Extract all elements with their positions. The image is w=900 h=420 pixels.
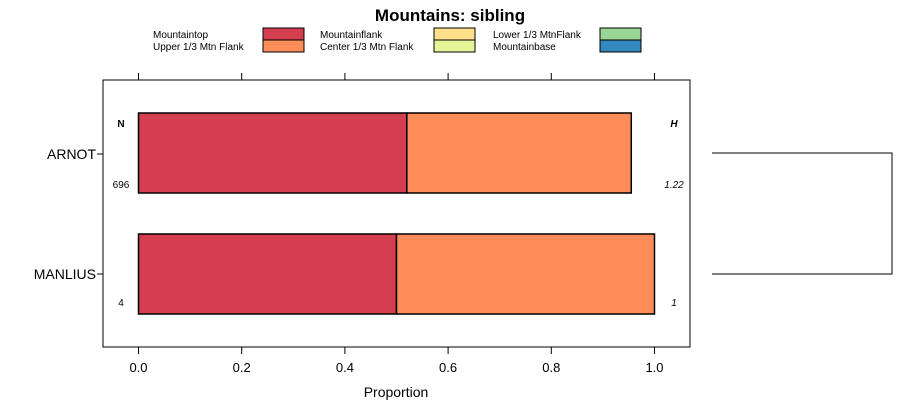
x-tick-label: 0.0 — [129, 360, 147, 375]
x-tick-label: 0.4 — [336, 360, 354, 375]
n-value: 4 — [118, 298, 124, 309]
category-label: ARNOT — [47, 146, 96, 162]
legend-label: Lower 1/3 MtnFlank — [493, 30, 582, 41]
bar-segment — [137, 233, 398, 315]
h-value: 1.22 — [664, 180, 684, 191]
legend-label: Center 1/3 Mtn Flank — [320, 42, 414, 53]
dendrogram — [712, 152, 893, 275]
x-tick-label: 1.0 — [645, 360, 663, 375]
legend-label: Upper 1/3 Mtn Flank — [153, 42, 245, 53]
bar-segment — [395, 233, 656, 315]
chart-title: Mountains: sibling — [375, 6, 525, 25]
legend-label: Mountainflank — [320, 30, 383, 41]
category-label: MANLIUS — [34, 266, 96, 282]
x-tick-label: 0.2 — [233, 360, 251, 375]
x-tick-label: 0.8 — [542, 360, 560, 375]
bar-segment — [137, 112, 408, 194]
x-tick-label: 0.6 — [439, 360, 457, 375]
bars — [137, 112, 656, 315]
legend-swatch — [433, 39, 476, 53]
plot-frame — [102, 79, 691, 348]
row-annotations: 696 4 1.22 1 — [113, 180, 685, 309]
bar-segment — [406, 112, 633, 194]
legend-swatch — [599, 39, 642, 53]
legend-swatch — [262, 27, 305, 41]
h-column-header: H — [670, 119, 678, 130]
legend-swatch — [433, 27, 476, 41]
n-column-header: N — [117, 119, 124, 130]
legend-label: Mountainbase — [493, 42, 556, 53]
legend-label: Mountaintop — [153, 30, 208, 41]
n-value: 696 — [113, 180, 130, 191]
h-value: 1 — [671, 298, 677, 309]
x-axis-label: Proportion — [364, 384, 429, 400]
legend-swatch — [599, 27, 642, 41]
legend-swatch — [262, 39, 305, 53]
axes: 0.0 0.2 0.4 0.6 0.8 1.0 ARNOT MANLIUS — [34, 73, 664, 375]
